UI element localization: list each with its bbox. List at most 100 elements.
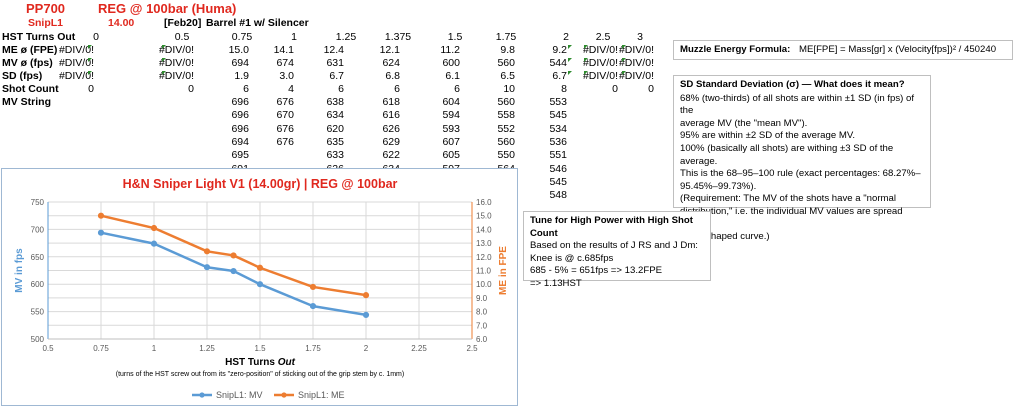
mv-string-cell[interactable]: 638 bbox=[326, 96, 344, 108]
mv-string-cell[interactable]: 553 bbox=[549, 96, 567, 108]
mv-string-cell[interactable]: 593 bbox=[442, 122, 460, 135]
me-cell[interactable]: 14.1 bbox=[273, 44, 294, 56]
me-cell[interactable]: 12.4 bbox=[323, 44, 344, 56]
me-cell[interactable]: #DIV/0! bbox=[582, 44, 618, 56]
mv-string-cell[interactable]: 618 bbox=[382, 96, 400, 108]
mv-cell[interactable]: 694 bbox=[231, 57, 249, 69]
sd-cell[interactable]: 1.9 bbox=[234, 70, 249, 82]
sd-cell[interactable]: #DIV/0! bbox=[158, 70, 194, 82]
row-label-turns[interactable]: HST Turns Out bbox=[2, 31, 76, 43]
mv-string-cell[interactable]: 620 bbox=[326, 122, 344, 135]
mv-string-cell[interactable]: 558 bbox=[497, 109, 515, 122]
count-cell[interactable]: 0 bbox=[612, 83, 618, 95]
mv-string-cell[interactable]: 545 bbox=[549, 175, 567, 188]
row-label-mv-string[interactable]: MV String bbox=[2, 96, 51, 108]
muzzle-energy-box[interactable]: Muzzle Energy Formula: ME[FPE] = Mass[gr… bbox=[673, 40, 1013, 60]
count-cell[interactable]: 10 bbox=[503, 83, 515, 95]
me-cell[interactable]: 11.2 bbox=[440, 44, 460, 56]
sheet-title[interactable]: PP700 bbox=[26, 1, 66, 16]
mv-string-cell[interactable]: 633 bbox=[326, 149, 344, 162]
me-cell[interactable]: #DIV/0! bbox=[58, 44, 94, 56]
pellet-weight[interactable]: 14.00 bbox=[108, 17, 135, 29]
mv-string-cell[interactable]: 696 bbox=[231, 122, 249, 135]
mv-string-cell[interactable]: 607 bbox=[442, 135, 460, 148]
row-label-me[interactable]: ME ø (FPE) bbox=[2, 44, 58, 56]
mv-string-cell[interactable]: 676 bbox=[276, 96, 294, 108]
mv-string-cell[interactable]: 676 bbox=[276, 135, 294, 148]
row-label-sd[interactable]: SD (fps) bbox=[2, 70, 43, 82]
mv-string-cell[interactable]: 605 bbox=[442, 149, 460, 162]
count-cell[interactable]: 8 bbox=[561, 83, 567, 95]
mv-cell[interactable]: #DIV/0! bbox=[58, 57, 94, 69]
mv-string-cell[interactable]: 670 bbox=[276, 109, 294, 122]
count-cell[interactable]: 6 bbox=[454, 83, 460, 95]
turns-cell[interactable]: 2 bbox=[563, 31, 569, 43]
mv-string-cell[interactable]: 629 bbox=[382, 135, 400, 148]
me-cell[interactable]: 9.8 bbox=[500, 44, 515, 56]
turns-cell[interactable]: 1.5 bbox=[447, 31, 463, 43]
turns-cell[interactable]: 2.5 bbox=[595, 31, 611, 43]
turns-cell[interactable]: 0.5 bbox=[174, 31, 190, 43]
mv-string-cell[interactable]: 616 bbox=[382, 109, 400, 122]
mv-cell[interactable]: #DIV/0! bbox=[618, 57, 654, 69]
chart[interactable]: H&N Sniper Light V1 (14.00gr) | REG @ 10… bbox=[1, 168, 518, 406]
mv-cell[interactable]: 631 bbox=[326, 57, 344, 69]
turns-cell[interactable]: 1 bbox=[291, 31, 297, 43]
count-cell[interactable]: 0 bbox=[88, 83, 94, 95]
row-label-mv[interactable]: MV ø (fps) bbox=[2, 57, 53, 69]
mv-string-cell[interactable]: 695 bbox=[231, 149, 249, 162]
me-cell[interactable]: 9.2 bbox=[552, 44, 567, 56]
row-label-count[interactable]: Shot Count bbox=[2, 83, 59, 95]
mv-string-cell[interactable]: 560 bbox=[497, 135, 515, 148]
barrel-label[interactable]: Barrel #1 w/ Silencer bbox=[206, 17, 309, 29]
sd-cell[interactable]: 6.7 bbox=[329, 70, 344, 82]
count-cell[interactable]: 0 bbox=[648, 83, 654, 95]
sd-cell[interactable]: #DIV/0! bbox=[58, 70, 94, 82]
mv-string-cell[interactable]: 551 bbox=[549, 149, 567, 162]
turns-cell[interactable]: 1.375 bbox=[384, 31, 412, 43]
mv-string-cell[interactable]: 560 bbox=[497, 96, 515, 108]
date-label[interactable]: [Feb20] bbox=[164, 17, 202, 29]
mv-cell[interactable]: 544 bbox=[549, 57, 567, 69]
sd-cell[interactable]: 6.8 bbox=[385, 70, 400, 82]
mv-cell[interactable]: #DIV/0! bbox=[158, 57, 194, 69]
mv-string-cell[interactable]: 696 bbox=[231, 96, 249, 108]
mv-cell[interactable]: #DIV/0! bbox=[582, 57, 618, 69]
mv-string-cell[interactable]: 676 bbox=[276, 122, 294, 135]
mv-string-cell[interactable]: 534 bbox=[549, 122, 567, 135]
count-cell[interactable]: 0 bbox=[188, 83, 194, 95]
me-cell[interactable]: 15.0 bbox=[228, 44, 249, 56]
turns-cell[interactable]: 3 bbox=[637, 31, 643, 43]
turns-cell[interactable]: 0 bbox=[93, 31, 99, 43]
mv-cell[interactable]: 560 bbox=[497, 57, 515, 69]
mv-string-cell[interactable]: 536 bbox=[549, 135, 567, 148]
count-cell[interactable]: 6 bbox=[338, 83, 344, 95]
pellet-label[interactable]: SnipL1 bbox=[28, 17, 64, 29]
mv-cell[interactable]: 624 bbox=[382, 57, 400, 69]
count-cell[interactable]: 6 bbox=[394, 83, 400, 95]
me-cell[interactable]: #DIV/0! bbox=[618, 44, 654, 56]
count-cell[interactable]: 4 bbox=[288, 83, 294, 95]
sd-cell[interactable]: 3.0 bbox=[279, 70, 294, 82]
mv-string-cell[interactable]: 552 bbox=[497, 122, 515, 135]
sd-explanation-box[interactable]: SD Standard Deviation (σ) — What does it… bbox=[673, 75, 931, 242]
mv-string-cell[interactable]: 594 bbox=[442, 109, 460, 122]
mv-string-cell[interactable]: 622 bbox=[382, 149, 400, 162]
mv-string-cell[interactable]: 635 bbox=[326, 135, 344, 148]
tune-box[interactable]: Tune for High Power with High Shot Count… bbox=[523, 211, 711, 289]
sheet-subtitle[interactable]: REG @ 100bar (Huma) bbox=[98, 1, 237, 16]
count-cell[interactable]: 6 bbox=[243, 83, 249, 95]
mv-string-cell[interactable]: 604 bbox=[442, 96, 460, 108]
mv-string-cell[interactable]: 550 bbox=[497, 149, 515, 162]
mv-string-cell[interactable]: 546 bbox=[549, 162, 567, 175]
mv-string-cell[interactable]: 696 bbox=[231, 109, 249, 122]
turns-cell[interactable]: 1.25 bbox=[335, 31, 357, 43]
mv-string-cell[interactable]: 626 bbox=[382, 122, 400, 135]
mv-string-cell[interactable]: 694 bbox=[231, 135, 249, 148]
mv-string-cell[interactable]: 634 bbox=[326, 109, 344, 122]
mv-string-cell[interactable]: 548 bbox=[549, 189, 567, 202]
sd-cell[interactable]: 6.7 bbox=[552, 70, 567, 82]
mv-string-cell[interactable]: 545 bbox=[549, 109, 567, 122]
sd-cell[interactable]: #DIV/0! bbox=[618, 70, 654, 82]
mv-cell[interactable]: 674 bbox=[276, 57, 294, 69]
